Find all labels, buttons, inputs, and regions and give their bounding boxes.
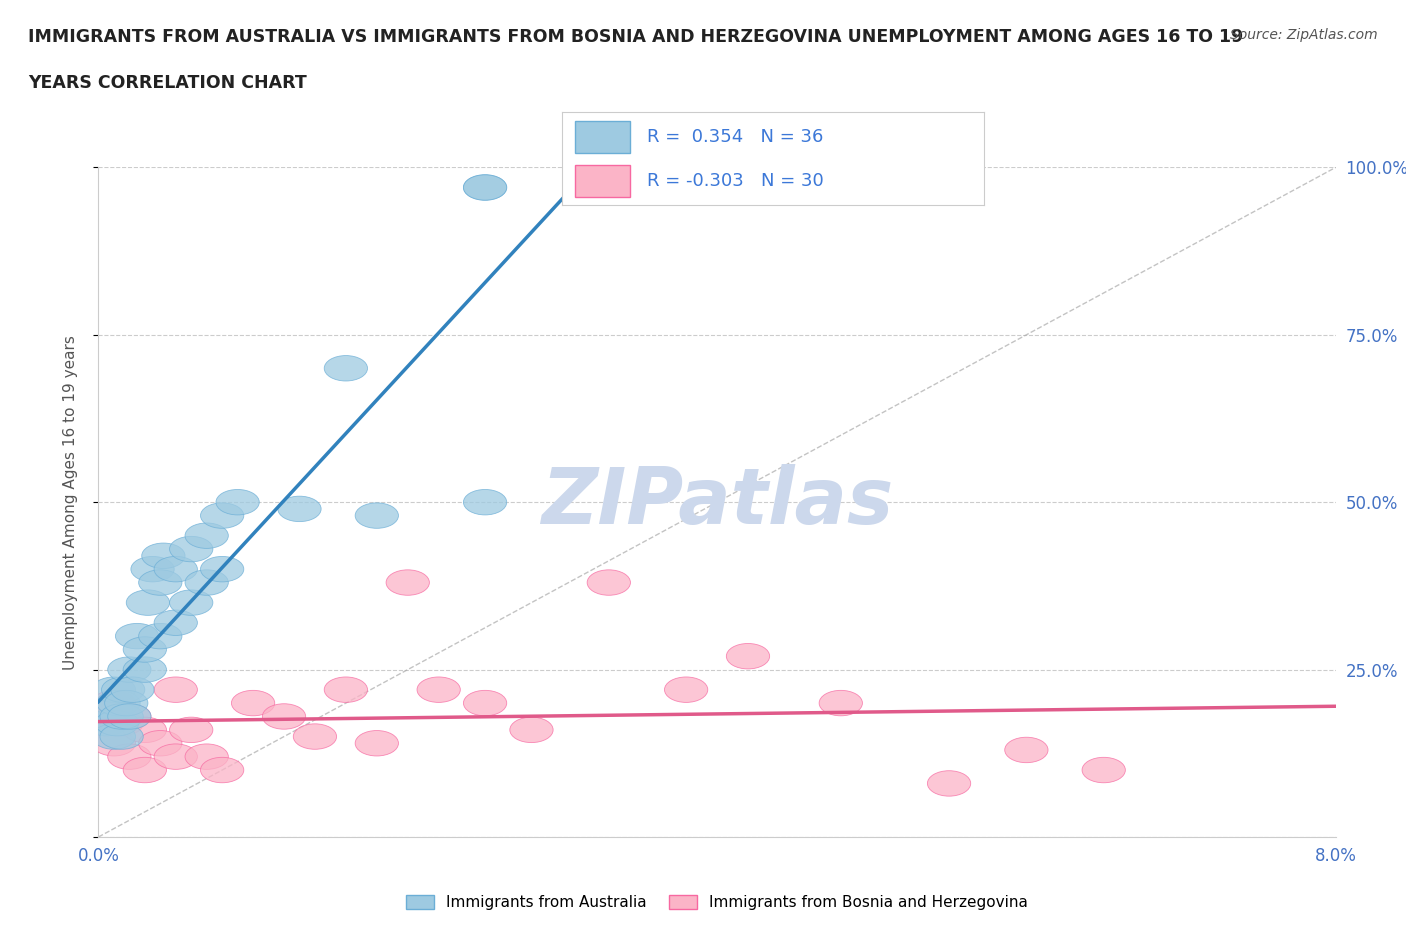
Ellipse shape — [170, 590, 212, 616]
Ellipse shape — [100, 724, 143, 750]
Ellipse shape — [325, 677, 367, 702]
Ellipse shape — [325, 355, 367, 381]
Ellipse shape — [108, 744, 150, 769]
FancyBboxPatch shape — [575, 165, 630, 197]
Ellipse shape — [665, 677, 707, 702]
Ellipse shape — [131, 556, 174, 582]
Ellipse shape — [155, 556, 197, 582]
Ellipse shape — [464, 175, 506, 200]
Ellipse shape — [155, 610, 197, 635]
Ellipse shape — [1005, 737, 1047, 763]
Ellipse shape — [127, 590, 170, 616]
Ellipse shape — [170, 537, 212, 562]
Ellipse shape — [124, 717, 166, 742]
Ellipse shape — [139, 623, 181, 649]
Ellipse shape — [510, 717, 553, 742]
Ellipse shape — [84, 711, 128, 736]
Ellipse shape — [186, 523, 228, 549]
Ellipse shape — [124, 757, 166, 783]
Ellipse shape — [111, 677, 155, 702]
Ellipse shape — [101, 677, 145, 702]
Ellipse shape — [217, 489, 259, 515]
Ellipse shape — [108, 657, 150, 683]
Ellipse shape — [356, 503, 398, 528]
Ellipse shape — [170, 717, 212, 742]
Ellipse shape — [142, 543, 186, 568]
Ellipse shape — [124, 637, 166, 662]
Ellipse shape — [356, 731, 398, 756]
Ellipse shape — [155, 744, 197, 769]
Ellipse shape — [104, 690, 148, 716]
Ellipse shape — [588, 570, 630, 595]
Ellipse shape — [464, 175, 506, 200]
Ellipse shape — [727, 644, 769, 669]
Ellipse shape — [186, 744, 228, 769]
Ellipse shape — [93, 690, 135, 716]
FancyBboxPatch shape — [575, 121, 630, 153]
Ellipse shape — [294, 724, 336, 750]
Ellipse shape — [201, 757, 243, 783]
Ellipse shape — [124, 657, 166, 683]
Ellipse shape — [186, 570, 228, 595]
Text: YEARS CORRELATION CHART: YEARS CORRELATION CHART — [28, 74, 307, 92]
Ellipse shape — [139, 570, 181, 595]
Ellipse shape — [464, 489, 506, 515]
Ellipse shape — [96, 711, 139, 736]
Ellipse shape — [139, 731, 181, 756]
Ellipse shape — [928, 771, 970, 796]
Ellipse shape — [464, 690, 506, 716]
Ellipse shape — [100, 704, 143, 729]
Ellipse shape — [820, 690, 862, 716]
Ellipse shape — [1083, 757, 1125, 783]
Ellipse shape — [387, 570, 429, 595]
Ellipse shape — [232, 690, 274, 716]
Ellipse shape — [100, 711, 143, 736]
Ellipse shape — [263, 704, 305, 729]
Text: IMMIGRANTS FROM AUSTRALIA VS IMMIGRANTS FROM BOSNIA AND HERZEGOVINA UNEMPLOYMENT: IMMIGRANTS FROM AUSTRALIA VS IMMIGRANTS … — [28, 28, 1243, 46]
Ellipse shape — [93, 677, 135, 702]
Text: R = -0.303   N = 30: R = -0.303 N = 30 — [647, 172, 824, 190]
Ellipse shape — [201, 503, 243, 528]
Ellipse shape — [84, 711, 128, 736]
Ellipse shape — [108, 704, 150, 729]
Ellipse shape — [93, 731, 135, 756]
Ellipse shape — [418, 677, 460, 702]
Ellipse shape — [93, 724, 135, 750]
Ellipse shape — [201, 556, 243, 582]
Ellipse shape — [97, 690, 141, 716]
Ellipse shape — [155, 677, 197, 702]
Ellipse shape — [89, 698, 132, 723]
Ellipse shape — [278, 497, 321, 522]
Y-axis label: Unemployment Among Ages 16 to 19 years: Unemployment Among Ages 16 to 19 years — [63, 335, 77, 670]
Ellipse shape — [115, 623, 159, 649]
Ellipse shape — [108, 704, 150, 729]
Text: R =  0.354   N = 36: R = 0.354 N = 36 — [647, 128, 823, 146]
Text: Source: ZipAtlas.com: Source: ZipAtlas.com — [1230, 28, 1378, 42]
Text: ZIPatlas: ZIPatlas — [541, 464, 893, 540]
Legend: Immigrants from Australia, Immigrants from Bosnia and Herzegovina: Immigrants from Australia, Immigrants fr… — [401, 889, 1033, 916]
